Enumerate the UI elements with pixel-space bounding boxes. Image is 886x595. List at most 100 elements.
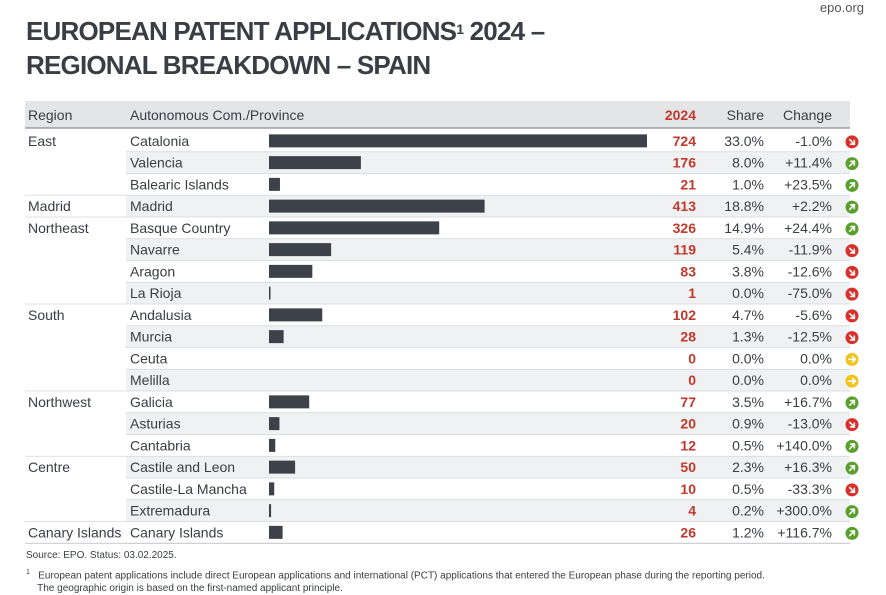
- province-label: Melilla: [130, 372, 170, 388]
- value-label: 83: [680, 263, 696, 279]
- value-label: 176: [673, 155, 697, 171]
- row-stripes: [126, 151, 850, 522]
- province-label: Valencia: [130, 155, 183, 171]
- region-label: Northeast: [28, 220, 89, 236]
- change-label: -11.9%: [789, 242, 832, 258]
- source-link[interactable]: epo.org: [819, 0, 864, 15]
- bar: [269, 286, 271, 300]
- header-year: 2024: [665, 107, 696, 123]
- trend-up-icon: [845, 396, 859, 410]
- value-label: 102: [673, 307, 697, 323]
- table-row: Galicia 77 3.5% +16.7%: [130, 394, 859, 410]
- share-label: 18.8%: [724, 198, 764, 214]
- source-note: Source: EPO. Status: 03.02.2025.: [26, 550, 177, 561]
- change-label: +11.4%: [785, 155, 832, 171]
- row-stripe: [126, 282, 850, 304]
- change-label: -1.0%: [795, 133, 832, 149]
- value-label: 77: [680, 394, 696, 410]
- trend-up-icon: [845, 178, 859, 192]
- title-line2: REGIONAL BREAKDOWN – SPAIN: [26, 50, 431, 80]
- bar: [269, 330, 284, 344]
- header-region: Region: [28, 107, 72, 123]
- value-label: 20: [680, 416, 696, 432]
- province-label: Asturias: [130, 416, 181, 432]
- share-label: 1.2%: [732, 524, 764, 540]
- row-stripe: [126, 499, 850, 522]
- value-label: 0: [688, 372, 696, 388]
- table-row: Basque Country 326 14.9% +24.4%: [130, 220, 859, 236]
- region-label: Centre: [28, 459, 70, 475]
- bar: [269, 243, 332, 257]
- change-label: 0.0%: [800, 372, 832, 388]
- page-title: EUROPEAN PATENT APPLICATIONS1 2024 – REG…: [26, 14, 545, 82]
- value-label: 119: [673, 242, 696, 258]
- value-label: 326: [673, 220, 697, 236]
- trend-down-icon: [845, 265, 859, 279]
- share-label: 0.5%: [732, 481, 764, 497]
- table-row: Melilla 0 0.0% 0.0%: [130, 372, 859, 388]
- table-row: Navarre 119 5.4% -11.9%: [130, 242, 859, 258]
- table-row: Asturias 20 0.9% -13.0%: [130, 416, 859, 432]
- trend-up-icon: [845, 200, 859, 214]
- bar: [269, 308, 323, 322]
- table-row: Aragon 83 3.8% -12.6%: [130, 263, 859, 279]
- value-label: 1: [688, 285, 696, 301]
- bar: [269, 264, 313, 278]
- row-stripe: [126, 456, 850, 478]
- change-label: +24.4%: [784, 220, 832, 236]
- change-label: +23.5%: [784, 176, 832, 192]
- table-row: Andalusia 102 4.7% -5.6%: [130, 307, 859, 323]
- change-label: +16.7%: [784, 394, 832, 410]
- table-row: Balearic Islands 21 1.0% +23.5%: [130, 176, 859, 192]
- trend-up-icon: [845, 222, 859, 236]
- table-row: Extremadura 4 0.2% +300.0%: [130, 503, 859, 519]
- province-label: Murcia: [130, 329, 172, 345]
- change-label: -33.3%: [788, 481, 832, 497]
- share-label: 0.0%: [732, 372, 764, 388]
- trend-down-icon: [845, 418, 859, 432]
- share-label: 3.5%: [732, 394, 764, 410]
- row-stripe: [126, 325, 850, 348]
- province-label: Ceuta: [130, 350, 168, 366]
- change-label: 0.0%: [800, 350, 832, 366]
- trend-down-icon: [845, 244, 859, 258]
- bar: [269, 417, 280, 431]
- bar: [269, 156, 361, 170]
- region-label: Northwest: [28, 394, 91, 410]
- trend-down-icon: [845, 483, 859, 497]
- trend-down-icon: [845, 135, 859, 149]
- province-label: Galicia: [130, 394, 173, 410]
- province-label: Balearic Islands: [130, 176, 229, 192]
- province-label: Canary Islands: [130, 524, 223, 540]
- trend-up-icon: [845, 439, 859, 453]
- share-label: 14.9%: [724, 220, 764, 236]
- province-label: Castile-La Mancha: [130, 481, 247, 497]
- change-label: -75.0%: [788, 285, 832, 301]
- bar: [269, 438, 276, 452]
- province-label: Castile and Leon: [130, 459, 235, 475]
- share-label: 0.5%: [732, 437, 764, 453]
- share-label: 5.4%: [732, 242, 764, 258]
- trend-up-icon: [845, 505, 859, 519]
- table-rows: Catalonia 724 33.0% -1.0% Valencia 176 8.0% +11…: [130, 133, 859, 540]
- value-label: 0: [688, 350, 696, 366]
- trend-flat-icon: [845, 352, 859, 366]
- change-label: +140.0%: [776, 437, 832, 453]
- value-label: 26: [680, 524, 696, 540]
- table-row: Murcia 28 1.3% -12.5%: [130, 329, 859, 345]
- header-change: Change: [783, 107, 832, 123]
- trend-up-icon: [845, 461, 859, 475]
- province-label: Extremadura: [130, 503, 210, 519]
- row-stripe: [126, 412, 850, 435]
- value-label: 10: [680, 481, 696, 497]
- region-label: Madrid: [28, 198, 71, 214]
- share-label: 0.0%: [732, 285, 764, 301]
- trend-flat-icon: [845, 374, 859, 388]
- bar: [269, 199, 485, 213]
- bar: [269, 395, 310, 409]
- table-row: Valencia 176 8.0% +11.4%: [130, 155, 859, 171]
- footnote-line1: European patent applications include dir…: [38, 570, 765, 582]
- title-footnote-marker: 1: [456, 21, 464, 37]
- table-row: Castile-La Mancha 10 0.5% -33.3%: [130, 481, 859, 497]
